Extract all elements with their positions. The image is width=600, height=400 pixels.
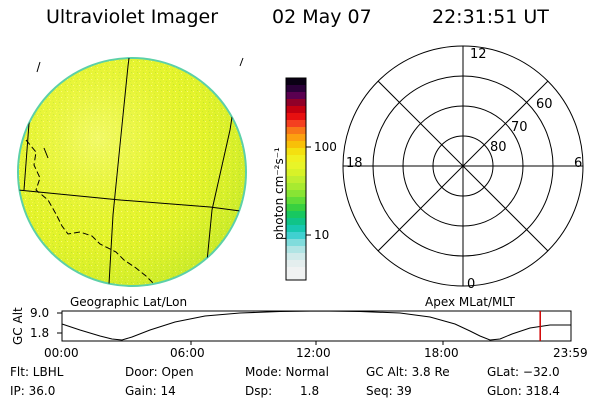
mlat-label-60: 60	[536, 97, 553, 112]
color-scale-bar	[285, 77, 311, 281]
time-tick-0: 00:00	[44, 346, 79, 360]
altitude-tick-low: 1.8	[30, 326, 50, 340]
colorbar-tick-100: 100	[314, 140, 337, 154]
mlt-label-0: 0	[467, 277, 476, 292]
mlat-label-80: 80	[490, 140, 507, 155]
info-dsp-label: Dsp:	[245, 384, 273, 398]
time-tick-4: 23:59	[553, 346, 588, 360]
time-label: 22:31:51 UT	[432, 6, 549, 28]
info-flt: Flt: LBHL	[10, 365, 64, 379]
info-gain: Gain: 14	[125, 384, 176, 398]
altitude-axis-label: GC Alt	[11, 307, 25, 345]
instrument-title: Ultraviolet Imager	[46, 6, 219, 28]
time-tick-2: 12:00	[296, 346, 331, 360]
info-glat: GLat: −32.0	[487, 365, 560, 379]
info-mode: Mode: Normal	[245, 365, 329, 379]
info-dsp-value: 1.8	[300, 384, 320, 398]
time-tick-3: 18:00	[424, 346, 459, 360]
altitude-plot	[57, 310, 572, 345]
mlt-label-18: 18	[346, 156, 363, 171]
info-gc-alt: GC Alt: 3.8 Re	[366, 365, 450, 379]
earth-disk-image	[17, 57, 247, 287]
info-glon: GLon: 318.4	[487, 384, 560, 398]
info-door: Door: Open	[125, 365, 194, 379]
polar-grid	[342, 45, 584, 287]
mlt-label-6: 6	[574, 156, 583, 171]
geographic-caption: Geographic Lat/Lon	[70, 295, 188, 309]
colorbar-tick-10: 10	[314, 228, 330, 242]
apex-caption: Apex MLat/MLT	[425, 295, 515, 309]
mlat-label-70: 70	[511, 120, 528, 135]
info-seq: Seq: 39	[366, 384, 412, 398]
colorbar-unit-label: photon cm⁻²s⁻¹	[272, 147, 286, 240]
time-tick-1: 06:00	[170, 346, 205, 360]
altitude-tick-high: 9.0	[30, 306, 50, 320]
info-ip: IP: 36.0	[10, 384, 56, 398]
date-label: 02 May 07	[272, 6, 372, 28]
mlt-label-12: 12	[470, 47, 487, 62]
